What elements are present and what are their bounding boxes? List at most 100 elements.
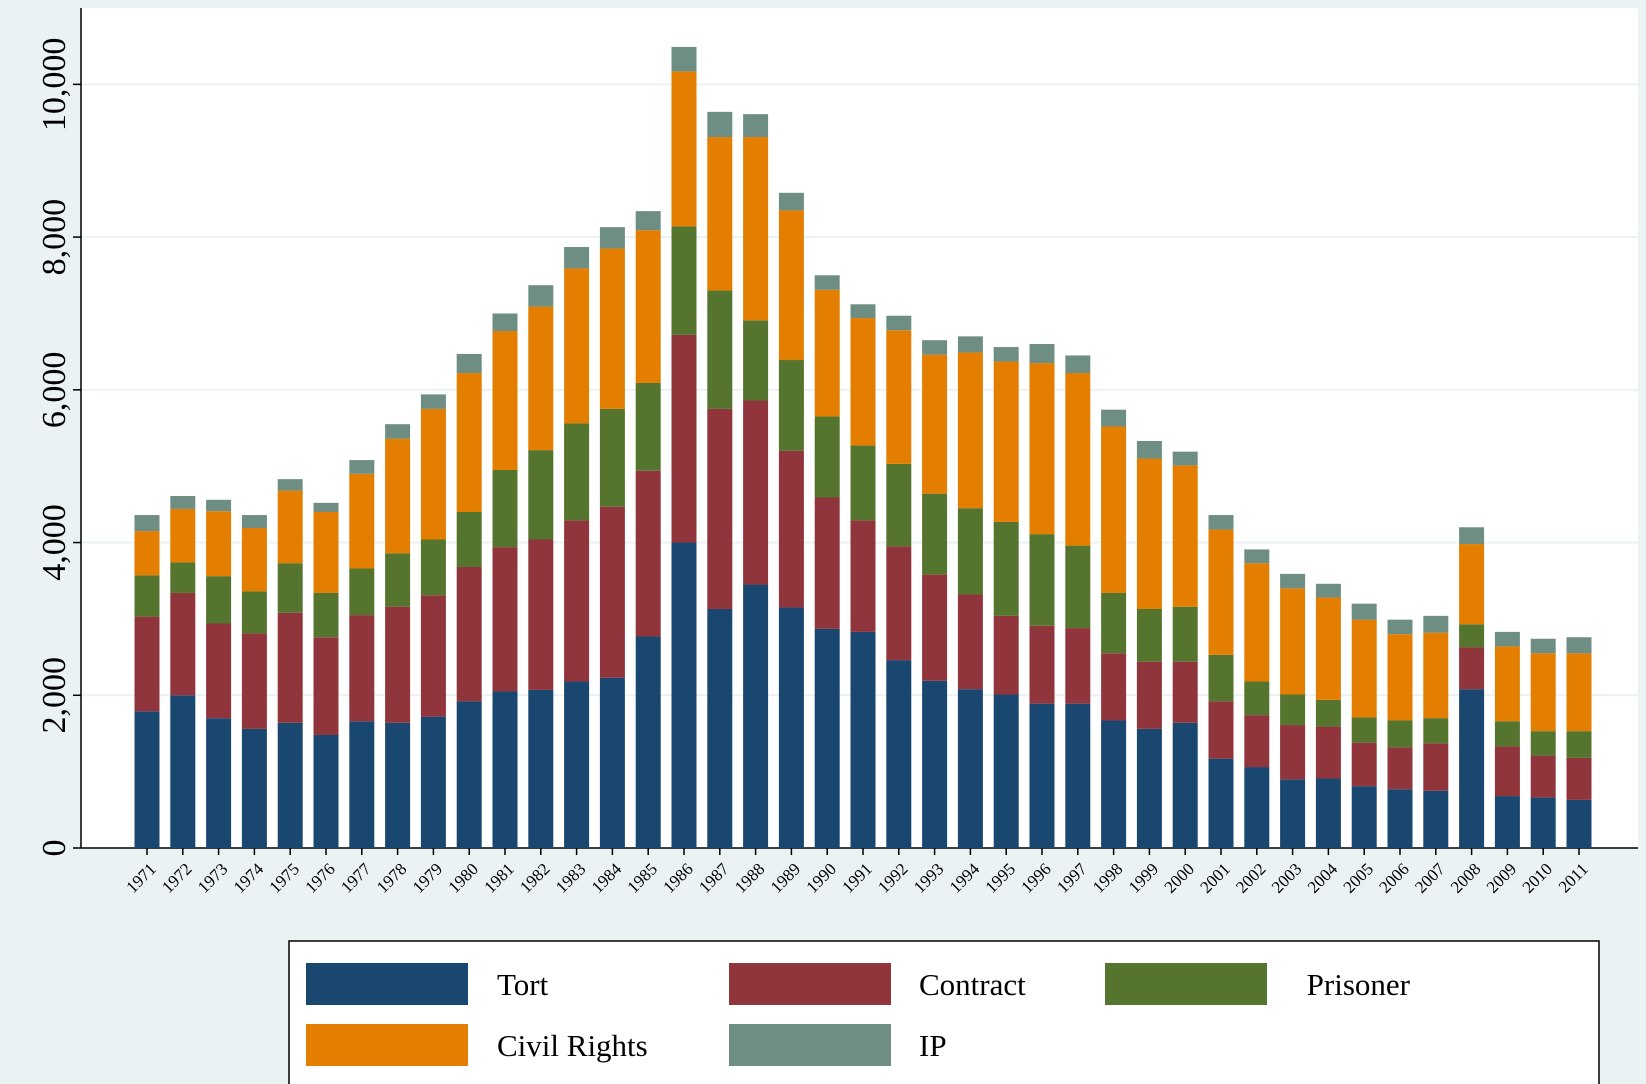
bar-segment: [277, 563, 303, 613]
bar-segment: [564, 247, 590, 269]
bar-segment: [814, 497, 840, 629]
bar-segment: [1101, 592, 1127, 654]
bar-segment: [957, 508, 983, 595]
bar-segment: [1351, 619, 1377, 718]
bar-segment: [886, 315, 912, 331]
bar-segment: [599, 506, 625, 678]
bar-segment: [635, 636, 661, 848]
bar-segment: [1136, 440, 1162, 459]
bar-segment: [134, 515, 160, 532]
x-tick-label: 2010: [1519, 859, 1556, 896]
bar-segment: [1315, 726, 1341, 779]
bar-segment: [707, 111, 733, 138]
bar-segment: [886, 463, 912, 547]
legend-swatch: [729, 1024, 891, 1066]
bar-segment: [492, 470, 518, 548]
bar-segment: [1029, 344, 1055, 364]
bar-segment: [564, 681, 590, 848]
bar-segment: [134, 616, 160, 712]
legend-swatch: [1105, 963, 1267, 1005]
bar-segment: [671, 226, 697, 335]
bar-segment: [1423, 790, 1449, 848]
bar-segment: [743, 584, 769, 848]
x-tick-label: 1995: [982, 859, 1019, 896]
x-tick-label: 1979: [409, 859, 446, 896]
x-tick-label: 1985: [624, 859, 661, 896]
bar-segment: [1387, 789, 1413, 848]
bar-segment: [599, 227, 625, 249]
bar-segment: [1566, 731, 1592, 758]
bar-segment: [743, 137, 769, 321]
bar-segment: [778, 607, 804, 848]
bar-segment: [635, 211, 661, 231]
bar-segment: [1566, 799, 1592, 848]
bar-segment: [420, 595, 446, 717]
bar-segment: [1101, 426, 1127, 593]
bar-segment: [206, 576, 232, 624]
bar-segment: [170, 695, 196, 848]
bar-segment: [456, 566, 482, 702]
bar-segment: [1101, 409, 1127, 427]
x-tick-label: 1972: [158, 859, 195, 896]
bar-segment: [1244, 563, 1270, 682]
x-tick-label: 1994: [946, 859, 984, 897]
y-tick-label: 2,000: [36, 657, 73, 734]
x-tick-label: 2003: [1268, 859, 1305, 896]
bar-segment: [134, 575, 160, 617]
bar-segment: [1566, 757, 1592, 800]
bar-segment: [1387, 619, 1413, 635]
x-tick-label: 2007: [1411, 859, 1449, 897]
bar-segment: [456, 512, 482, 567]
x-tick-label: 1982: [516, 859, 553, 896]
bar-segment: [456, 353, 482, 374]
bar-segment: [850, 520, 876, 632]
bar-segment: [1244, 681, 1270, 716]
bar-segment: [707, 290, 733, 409]
x-tick-label: 1989: [767, 859, 804, 896]
bar-segment: [1208, 654, 1234, 702]
bar-segment: [814, 628, 840, 848]
x-tick-label: 1999: [1125, 859, 1162, 896]
bar-segment: [1172, 722, 1198, 848]
x-tick-label: 1976: [301, 859, 338, 896]
bar-segment: [671, 334, 697, 543]
bar-segment: [1423, 718, 1449, 744]
bar-segment: [1315, 778, 1341, 848]
bar-segment: [1530, 653, 1556, 732]
bar-segment: [1244, 549, 1270, 564]
x-tick-label: 1988: [731, 859, 768, 896]
bar-segment: [1065, 703, 1091, 848]
y-tick-label: 10,000: [36, 38, 73, 132]
bar-segment: [1280, 573, 1306, 589]
bar-segment: [1351, 786, 1377, 848]
bar-segment: [277, 722, 303, 848]
bar-segment: [1494, 646, 1520, 722]
x-tick-label: 1973: [194, 859, 231, 896]
bar-segment: [1530, 755, 1556, 798]
bar-segment: [1136, 608, 1162, 662]
bar-segment: [349, 473, 375, 569]
bar-segment: [1423, 632, 1449, 719]
bar-segment: [1459, 527, 1485, 545]
bar-segment: [778, 192, 804, 211]
legend-swatch: [306, 1024, 468, 1066]
bar-segment: [241, 528, 267, 592]
legend-swatch: [729, 963, 891, 1005]
bar-segment: [671, 71, 697, 227]
bar-segment: [1065, 373, 1091, 546]
bar-segment: [957, 336, 983, 353]
bar-segment: [922, 340, 948, 355]
bar-segment: [1280, 588, 1306, 695]
bar-segment: [671, 46, 697, 72]
bar-segment: [993, 615, 1019, 695]
bar-segment: [814, 289, 840, 417]
bar-segment: [1136, 661, 1162, 729]
bar-segment: [528, 450, 554, 540]
bar-segment: [1280, 779, 1306, 848]
bar-segment: [134, 531, 160, 576]
bar-segment: [707, 137, 733, 291]
bar-segment: [241, 633, 267, 729]
x-tick-label: 2002: [1232, 859, 1269, 896]
x-tick-label: 1980: [445, 859, 482, 896]
